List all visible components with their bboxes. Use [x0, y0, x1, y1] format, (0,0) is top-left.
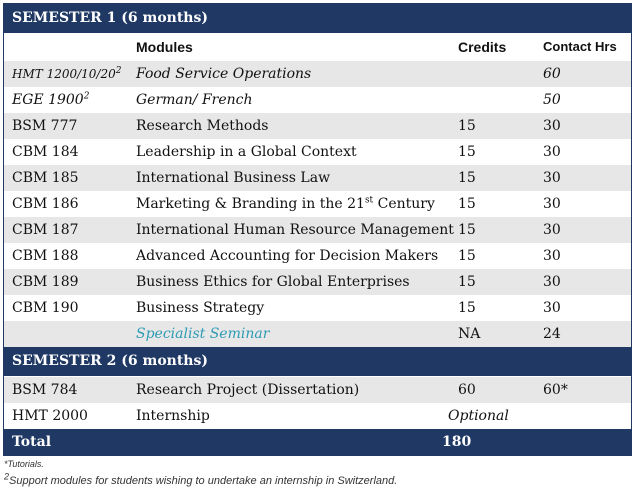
- module-hours: 30: [543, 274, 561, 290]
- total-value: 180: [442, 434, 472, 450]
- module-code: CBM 185: [12, 170, 79, 186]
- module-hours: 30: [543, 196, 561, 212]
- module-credits-optional: Optional: [448, 408, 509, 424]
- module-hours: 30: [543, 248, 561, 264]
- table-row: CBM 189 Business Ethics for Global Enter…: [4, 269, 631, 295]
- specialist-seminar-label: Specialist Seminar: [136, 326, 270, 342]
- module-code: CBM 190: [12, 300, 79, 316]
- semester-2-header: SEMESTER 2 (6 months): [4, 347, 631, 376]
- table-row: Specialist Seminar NA 24: [4, 321, 631, 347]
- module-hours: 30: [543, 144, 561, 160]
- module-hours: 30: [543, 170, 561, 186]
- module-code: CBM 189: [12, 274, 79, 290]
- row-gap: [4, 376, 631, 377]
- module-name: Marketing & Branding in the 21st Century: [136, 195, 435, 212]
- module-hours: 24: [543, 326, 561, 342]
- table-row: CBM 185 International Business Law 15 30: [4, 165, 631, 191]
- table-row: CBM 188 Advanced Accounting for Decision…: [4, 243, 631, 269]
- module-hours: 30: [543, 118, 561, 134]
- module-name: International Business Law: [136, 170, 331, 186]
- module-code: CBM 186: [12, 196, 79, 212]
- module-credits: 15: [458, 144, 476, 160]
- module-code: BSM 784: [12, 382, 78, 398]
- module-name: Research Methods: [136, 118, 269, 134]
- credits-column-header: Credits: [458, 39, 507, 55]
- module-name: Food Service Operations: [136, 66, 312, 82]
- module-code: HMT 2000: [12, 408, 88, 424]
- module-name: Leadership in a Global Context: [136, 144, 357, 160]
- modules-column-header: Modules: [136, 39, 193, 55]
- column-header-row: Modules Credits Contact Hrs: [4, 33, 631, 61]
- module-code: BSM 777: [12, 118, 78, 134]
- footnotes: *Tutorials. 2Support modules for student…: [4, 459, 397, 487]
- module-credits: 15: [458, 170, 476, 186]
- module-name: German/ French: [136, 92, 253, 108]
- semester-1-title: SEMESTER 1 (6 months): [12, 10, 208, 26]
- module-hours: 50: [543, 92, 561, 108]
- curriculum-table: SEMESTER 1 (6 months) Modules Credits Co…: [3, 3, 632, 456]
- module-name: International Human Resource Management: [136, 222, 454, 238]
- module-credits: 15: [458, 222, 476, 238]
- contact-hours-column-header: Contact Hrs: [543, 39, 617, 54]
- table-row: CBM 187 International Human Resource Man…: [4, 217, 631, 243]
- table-row: BSM 777 Research Methods 15 30: [4, 113, 631, 139]
- module-credits: 60: [458, 382, 476, 398]
- total-row: Total 180: [4, 429, 631, 455]
- module-name: Advanced Accounting for Decision Makers: [136, 248, 439, 264]
- module-hours: 60*: [543, 382, 568, 398]
- table-row: CBM 190 Business Strategy 15 30: [4, 295, 631, 321]
- module-credits: 15: [458, 274, 476, 290]
- semester-2-title: SEMESTER 2 (6 months): [12, 353, 208, 369]
- module-code: HMT 1200/10/202: [12, 66, 122, 82]
- footnote-tutorials: *Tutorials.: [4, 459, 44, 469]
- semester-1-header: SEMESTER 1 (6 months): [4, 4, 631, 33]
- module-name: Internship: [136, 408, 210, 424]
- module-credits: 15: [458, 248, 476, 264]
- module-credits: 15: [458, 300, 476, 316]
- module-code: CBM 187: [12, 222, 79, 238]
- footnote-support-modules: 2Support modules for students wishing to…: [4, 471, 398, 487]
- module-credits: NA: [458, 326, 481, 342]
- table-row: CBM 184 Leadership in a Global Context 1…: [4, 139, 631, 165]
- module-code: CBM 188: [12, 248, 79, 264]
- module-code: EGE 19002: [12, 91, 90, 108]
- module-name: Research Project (Dissertation): [136, 382, 360, 398]
- module-name: Business Ethics for Global Enterprises: [136, 274, 410, 290]
- module-credits: 15: [458, 196, 476, 212]
- table-row: HMT 2000 Internship Optional: [4, 403, 631, 429]
- total-label: Total: [12, 434, 52, 450]
- module-code: CBM 184: [12, 144, 79, 160]
- module-hours: 30: [543, 222, 561, 238]
- table-row: HMT 1200/10/202 Food Service Operations …: [4, 61, 631, 87]
- table-row: BSM 784 Research Project (Dissertation) …: [4, 377, 631, 403]
- module-credits: 15: [458, 118, 476, 134]
- table-row: EGE 19002 German/ French 50: [4, 87, 631, 113]
- table-row: CBM 186 Marketing & Branding in the 21st…: [4, 191, 631, 217]
- module-name: Business Strategy: [136, 300, 265, 316]
- module-hours: 60: [543, 66, 561, 82]
- module-hours: 30: [543, 300, 561, 316]
